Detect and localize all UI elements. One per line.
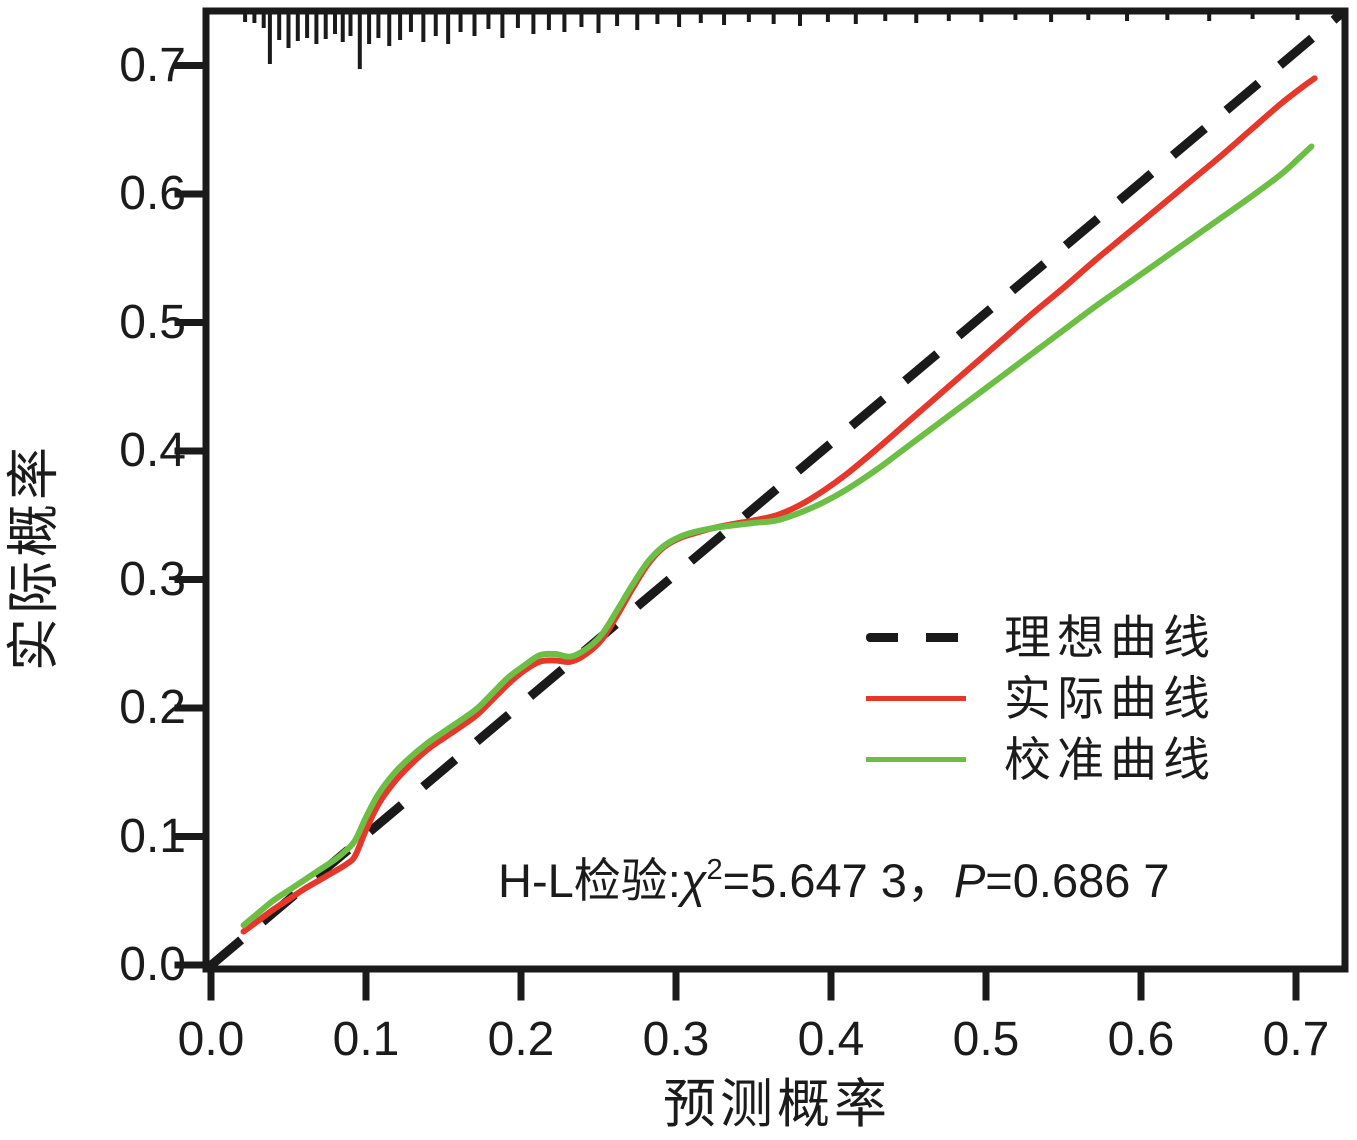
x-tick-label: 0.1 — [332, 1013, 400, 1066]
x-tick-label: 0.4 — [797, 1013, 865, 1066]
legend: 理想曲线实际曲线校准曲线 — [866, 607, 1216, 790]
calibration-curve — [240, 143, 1315, 929]
ideal-curve — [209, 14, 1342, 966]
y-tick-label: 0.4 — [119, 424, 186, 477]
y-axis-ticks — [174, 62, 203, 969]
y-tick-label: 0.7 — [119, 38, 186, 92]
x-axis-title: 预测概率 — [663, 1075, 891, 1134]
hl-test-annotation: H-L检验:χ2=5.647 3，P=0.686 7 — [498, 853, 1170, 909]
y-tick-label: 0.2 — [119, 681, 186, 734]
ideal-diagonal-legend-line-sample — [866, 633, 966, 642]
legend-item: 实际曲线 — [866, 668, 1216, 729]
y-tick-label: 0.1 — [119, 809, 186, 863]
legend-item: 校准曲线 — [866, 729, 1216, 790]
p-symbol: P — [953, 854, 986, 907]
legend-item: 理想曲线 — [866, 607, 1216, 668]
x-tick-label: 0.3 — [642, 1013, 710, 1066]
y-tick-label: 0.6 — [119, 167, 186, 220]
calibration-legend-line-sample — [866, 757, 966, 762]
chi-superscript: 2 — [706, 853, 723, 886]
chi-symbol: χ — [680, 854, 707, 907]
x-axis-ticks — [207, 972, 1300, 1001]
p-value: =0.686 7 — [985, 854, 1170, 907]
legend-item-label: 实际曲线 — [1004, 672, 1216, 725]
x-tick-label: 0.5 — [952, 1013, 1020, 1066]
annotation-prefix: H-L检验: — [498, 854, 681, 907]
legend-item-label: 理想曲线 — [1004, 611, 1216, 664]
y-tick-label: 0.5 — [119, 295, 186, 349]
y-tick-label: 0.0 — [119, 938, 186, 991]
y-axis-title: 实际概率 — [4, 443, 64, 671]
plot-border — [202, 7, 1349, 973]
x-tick-label: 0.7 — [1262, 1013, 1330, 1066]
x-tick-label: 0.2 — [487, 1013, 555, 1066]
x-tick-label: 0.0 — [177, 1013, 245, 1066]
x-tick-label: 0.6 — [1107, 1013, 1175, 1066]
chi-value: =5.647 3， — [722, 854, 954, 907]
actual-curve — [240, 75, 1318, 935]
rug-marks — [243, 14, 1300, 69]
y-tick-label: 0.3 — [119, 552, 186, 606]
legend-item-label: 校准曲线 — [1004, 733, 1216, 786]
actual-legend-line-sample — [866, 696, 966, 701]
